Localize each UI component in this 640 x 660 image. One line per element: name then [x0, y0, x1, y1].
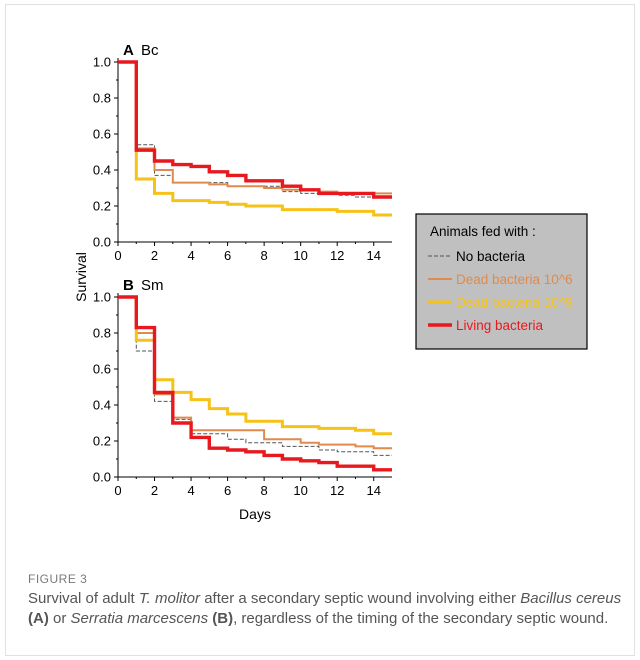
legend-entry-living: Living bacteria: [456, 318, 544, 333]
y-tick-label: 0.4: [93, 398, 111, 413]
caption-part: or: [48, 610, 71, 627]
x-tick-label: 0: [114, 248, 121, 263]
caption-part: , regardless of the timing of the second…: [233, 610, 609, 627]
legend-entry-dead-10-6: Dead bacteria 10^6: [456, 272, 573, 287]
x-axis-label: Days: [239, 506, 271, 522]
figure-card: 0.0 0.2 0.4 0.6 0.8 1.0 0 2 4 6 8 10 12 14 A Bc 0.0 0.2 0.…: [5, 4, 635, 656]
series-line-living: [118, 60, 392, 199]
legend-entry-dead-10-9: Dead bacteria 10^9: [456, 295, 573, 310]
caption-part: after a secondary septic wound involving…: [200, 590, 521, 607]
panel-letter: A: [123, 42, 134, 59]
series-line-dead-10-6: [118, 296, 392, 450]
survival-figure: 0.0 0.2 0.4 0.6 0.8 1.0 0 2 4 6 8 10 12 14 A Bc 0.0 0.2 0.…: [73, 42, 588, 522]
y-tick-label: 0.8: [93, 91, 111, 106]
x-tick-label: 2: [151, 248, 158, 263]
x-tick-label: 10: [293, 483, 307, 498]
x-tick-label: 12: [330, 248, 344, 263]
x-tick-label: 2: [151, 483, 158, 498]
y-tick-label: 0.0: [93, 235, 111, 250]
caption-part: Survival of adult: [28, 590, 139, 607]
series-line-no-bacteria: [118, 61, 392, 198]
y-tick-label: 0.0: [93, 470, 111, 485]
caption-species: T. molitor: [138, 590, 201, 607]
x-tick-label: 14: [366, 248, 380, 263]
series-line-no-bacteria: [118, 296, 392, 456]
panel-letter: B: [123, 277, 134, 294]
x-tick-label: 4: [187, 483, 194, 498]
legend-entry-no-bacteria: No bacteria: [456, 249, 526, 264]
panel-title: Bc: [141, 42, 159, 59]
series-line-dead-10-9: [118, 60, 392, 217]
series-line-living: [118, 295, 392, 472]
y-axis-label: Survival: [73, 252, 89, 302]
x-tick-label: 14: [366, 483, 380, 498]
caption-panel-a-ref: (A): [28, 610, 49, 627]
y-tick-label: 0.6: [93, 362, 111, 377]
x-tick-label: 0: [114, 483, 121, 498]
y-tick-label: 0.4: [93, 163, 111, 178]
y-tick-label: 0.2: [93, 199, 111, 214]
caption-panel-b-ref: (B): [212, 610, 234, 627]
y-tick-label: 0.2: [93, 434, 111, 449]
x-tick-label: 10: [293, 248, 307, 263]
x-tick-label: 4: [187, 248, 194, 263]
y-tick-label: 1.0: [93, 290, 111, 305]
y-tick-label: 1.0: [93, 55, 111, 70]
panel-title: Sm: [141, 277, 164, 294]
figure-label: FIGURE 3: [28, 572, 88, 586]
figure-caption: Survival of adult T. molitor after a sec…: [28, 589, 628, 629]
caption-bacterium-b: Serratia marcescens: [70, 610, 209, 627]
caption-bacterium-a: Bacillus cereus: [520, 590, 622, 607]
legend-title: Animals fed with :: [430, 224, 536, 239]
x-tick-label: 12: [330, 483, 344, 498]
y-tick-label: 0.8: [93, 326, 111, 341]
x-tick-label: 8: [261, 483, 268, 498]
series-line-dead-10-9: [118, 295, 392, 436]
x-tick-label: 6: [224, 248, 231, 263]
y-tick-label: 0.6: [93, 127, 111, 142]
x-tick-label: 8: [261, 248, 268, 263]
x-tick-label: 6: [224, 483, 231, 498]
series-line-dead-10-6: [118, 61, 392, 195]
